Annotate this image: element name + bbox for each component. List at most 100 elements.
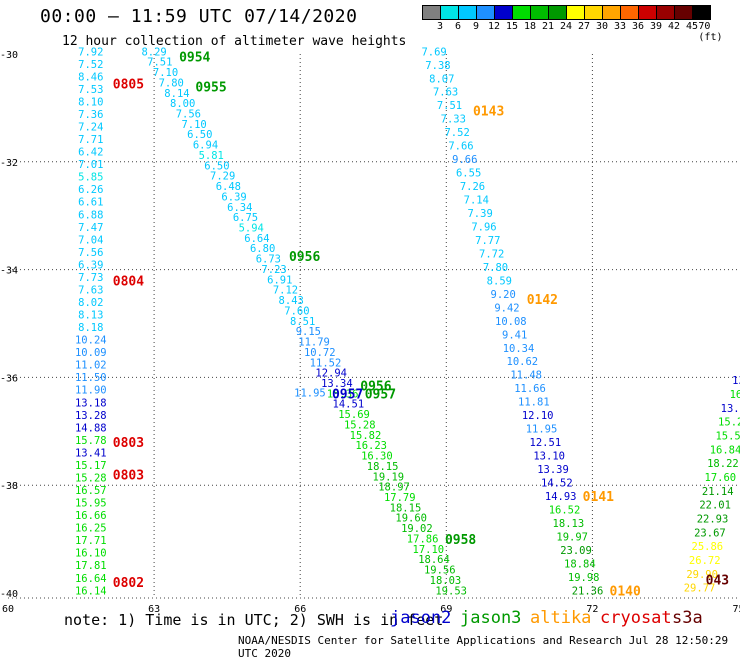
scale-tick-label: 70 (ft)	[698, 21, 730, 43]
scale-tick-label: 9	[473, 21, 479, 32]
legend-jason3: jason3	[460, 608, 521, 628]
wave-height-value: 14.52	[541, 478, 573, 490]
latitude-label: -34	[0, 266, 18, 277]
wave-height-value: 21.36	[572, 585, 604, 597]
latitude-label: -36	[0, 373, 18, 384]
latitude-label: -40	[0, 589, 18, 600]
pass-time-label: 0955	[195, 80, 226, 95]
wave-height-value: 8.18	[78, 322, 103, 334]
wave-height-value: 7.14	[464, 195, 489, 207]
wave-height-value: 13.39	[537, 464, 569, 476]
wave-height-value: 8.02	[78, 297, 103, 309]
wave-height-value: 13.10	[533, 451, 565, 463]
pass-time-label: 0140	[610, 584, 641, 599]
wave-height-value: 7.38	[425, 60, 450, 72]
wave-height-value: 21.14	[702, 486, 734, 498]
wave-height-value: 10.62	[507, 356, 539, 368]
wave-height-value: 16.84	[710, 444, 740, 456]
scale-tick-label: 6	[455, 21, 461, 32]
wave-height-value: 19.97	[556, 531, 588, 543]
longitude-label: 75	[733, 604, 740, 615]
latitude-label: -32	[0, 158, 18, 169]
wave-height-value: 9.66	[452, 154, 477, 166]
latitude-label: -30	[0, 50, 18, 61]
legend-cryosat: cryosat	[600, 608, 672, 628]
wave-height-value: 7.52	[78, 59, 103, 71]
wave-height-value: 16.57	[75, 485, 107, 497]
wave-height-value: 17.81	[75, 560, 107, 572]
pass-time-label: 0805	[113, 78, 144, 93]
wave-height-value: 7.53	[78, 84, 103, 96]
pass-time-label: 0142	[527, 293, 558, 308]
scale-tick-label: 18	[524, 21, 536, 32]
wave-height-value: 16.66	[75, 510, 107, 522]
wave-height-value: 16.52	[549, 504, 581, 516]
wave-height-value: 14.88	[75, 422, 107, 434]
wave-height-value: 10.24	[75, 335, 107, 347]
wave-height-value: 17.71	[75, 535, 107, 547]
scale-tick-label: 45	[686, 21, 698, 32]
legend-altika: altika	[530, 608, 591, 628]
wave-height-value: 9.41	[502, 329, 527, 341]
wave-height-value: 13	[732, 375, 740, 387]
wave-height-value: 8.46	[78, 71, 103, 83]
scale-tick-label: 15	[506, 21, 518, 32]
scale-tick-label: 21	[542, 21, 554, 32]
wave-height-value: 15.5	[715, 430, 740, 442]
pass-time-label: 0957	[332, 388, 363, 403]
wave-height-value: 5.85	[78, 172, 103, 184]
wave-height-value: 7.56	[78, 247, 103, 259]
wave-height-value: 6.26	[78, 184, 103, 196]
wave-height-value: 11.02	[75, 360, 107, 372]
pass-time-label: 0954	[179, 51, 210, 66]
wave-height-value: 6.88	[78, 209, 103, 221]
pass-time-label: 0803	[113, 436, 144, 451]
wave-height-value: 12.51	[530, 437, 562, 449]
wave-height-value: 8.07	[429, 73, 454, 85]
scale-tick-label: 42	[668, 21, 680, 32]
wave-height-value: 7.04	[78, 234, 103, 246]
wave-height-value: 7.63	[78, 284, 103, 296]
legend-s3a: s3a	[672, 608, 703, 628]
wave-height-value: 19.53	[435, 585, 467, 597]
wave-height-value: 7.33	[441, 114, 466, 126]
wave-height-value: 13.28	[75, 410, 107, 422]
wave-height-value: 13.18	[75, 397, 107, 409]
wave-height-value: 11.48	[510, 370, 542, 382]
scale-tick-label: 3	[437, 21, 443, 32]
wave-height-value: 6.42	[78, 147, 103, 159]
wave-height-value: 13.41	[75, 447, 107, 459]
wave-height-value: 11.66	[514, 383, 546, 395]
wave-height-value: 7.77	[475, 235, 500, 247]
wave-height-value: 9.42	[494, 302, 519, 314]
pass-time-label: 0141	[583, 490, 614, 505]
pass-time-label: 043	[706, 574, 729, 589]
wave-height-value: 11.95	[526, 424, 558, 436]
wave-height-value: 10.09	[75, 347, 107, 359]
wave-height-value: 18.13	[553, 518, 585, 530]
wave-height-value: 7.73	[78, 272, 103, 284]
wave-height-value: 8.10	[78, 96, 103, 108]
wave-height-value: 23.67	[694, 527, 726, 539]
wave-height-value: 6.39	[78, 259, 103, 271]
legend-jason2: jason2	[390, 608, 451, 628]
wave-height-value: 17.60	[705, 472, 737, 484]
wave-height-value: 11.81	[518, 397, 550, 409]
wave-height-value: 7.72	[479, 248, 504, 260]
wave-height-value: 8.13	[78, 310, 103, 322]
pass-time-label: 0956	[289, 250, 320, 265]
latitude-label: -38	[0, 481, 18, 492]
longitude-label: 60	[2, 604, 14, 615]
wave-height-value: 15.78	[75, 435, 107, 447]
wave-height-value: 22.93	[697, 513, 729, 525]
scale-tick-label: 33	[614, 21, 626, 32]
wave-height-value: 7.26	[460, 181, 485, 193]
wave-height-value: 7.47	[78, 222, 103, 234]
pass-time-label: 0143	[473, 105, 504, 120]
wave-height-value: 10.34	[503, 343, 535, 355]
scale-tick-label: 30	[596, 21, 608, 32]
pass-time-label: 0804	[113, 274, 144, 289]
wave-height-value: 7.71	[78, 134, 103, 146]
footer-note: note: 1) Time is in UTC; 2) SWH is in fe…	[64, 611, 443, 629]
